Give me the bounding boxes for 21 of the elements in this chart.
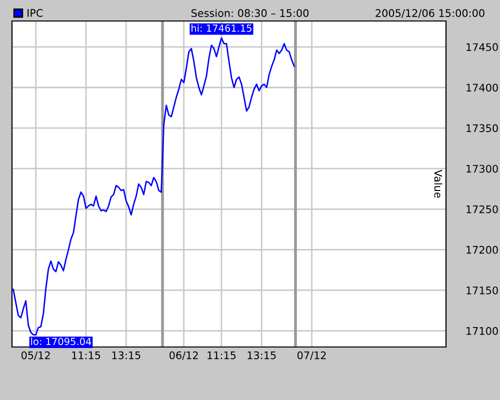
x-tick-label: 07/12 <box>297 351 326 360</box>
y-tick-label: 17300 <box>466 164 498 173</box>
y-tick-label: 17400 <box>466 84 498 92</box>
y-tick-label: 17200 <box>466 246 498 254</box>
y-tick-label: 17150 <box>466 286 498 294</box>
annotation: hi: 17461.15 <box>192 24 252 32</box>
annotation: lo: 17095.04 <box>31 338 92 346</box>
y-axis-title: Value <box>434 170 442 198</box>
x-tick-label: 11:15 <box>208 351 236 360</box>
x-tick-label: 06/12 <box>170 351 198 360</box>
y-tick-label: 17100 <box>466 327 498 335</box>
chart-title: Session: 08:30 – 15:00 <box>191 8 309 18</box>
x-tick-label: 13:15 <box>248 351 276 360</box>
x-tick-label: 11:15 <box>72 351 100 360</box>
legend-label: IPC <box>28 9 43 17</box>
y-tick-label: 17450 <box>466 43 498 52</box>
y-tick-label: 17250 <box>466 205 498 214</box>
x-tick-label: 13:15 <box>112 351 140 360</box>
y-tick-label: 17350 <box>466 124 498 132</box>
chart-subtitle: 2005/12/06 15:00:00 <box>376 9 484 18</box>
x-tick-label: 05/12 <box>22 351 50 360</box>
